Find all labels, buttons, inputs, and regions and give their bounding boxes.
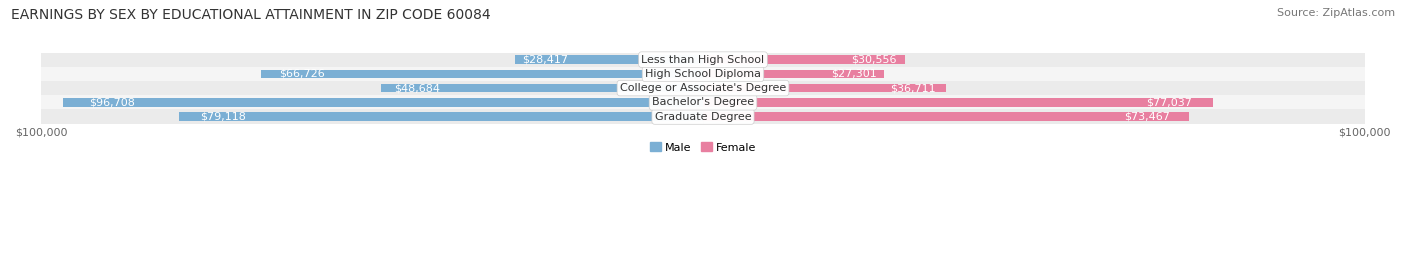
- Text: Source: ZipAtlas.com: Source: ZipAtlas.com: [1277, 8, 1395, 18]
- Text: $66,726: $66,726: [280, 69, 325, 79]
- Bar: [41, 53, 1365, 67]
- Text: $27,301: $27,301: [831, 69, 876, 79]
- Bar: [515, 55, 703, 64]
- Legend: Male, Female: Male, Female: [645, 138, 761, 157]
- Text: $30,556: $30,556: [852, 55, 897, 65]
- Bar: [262, 70, 703, 78]
- Bar: [41, 109, 1365, 124]
- Text: Graduate Degree: Graduate Degree: [655, 111, 751, 121]
- Text: $36,711: $36,711: [890, 83, 936, 93]
- Text: $28,417: $28,417: [523, 55, 568, 65]
- Text: Less than High School: Less than High School: [641, 55, 765, 65]
- Bar: [180, 112, 703, 121]
- Bar: [703, 98, 1213, 107]
- Bar: [41, 95, 1365, 109]
- Bar: [63, 98, 703, 107]
- Bar: [381, 84, 703, 92]
- Text: $77,037: $77,037: [1146, 97, 1192, 107]
- Bar: [703, 55, 905, 64]
- Text: $79,118: $79,118: [201, 111, 246, 121]
- Text: $48,684: $48,684: [394, 83, 440, 93]
- Bar: [41, 67, 1365, 81]
- Text: $96,708: $96,708: [89, 97, 135, 107]
- Bar: [703, 112, 1189, 121]
- Text: $73,467: $73,467: [1123, 111, 1170, 121]
- Bar: [703, 84, 946, 92]
- Bar: [703, 70, 883, 78]
- Text: College or Associate's Degree: College or Associate's Degree: [620, 83, 786, 93]
- Bar: [41, 81, 1365, 95]
- Text: EARNINGS BY SEX BY EDUCATIONAL ATTAINMENT IN ZIP CODE 60084: EARNINGS BY SEX BY EDUCATIONAL ATTAINMEN…: [11, 8, 491, 22]
- Text: Bachelor's Degree: Bachelor's Degree: [652, 97, 754, 107]
- Text: High School Diploma: High School Diploma: [645, 69, 761, 79]
